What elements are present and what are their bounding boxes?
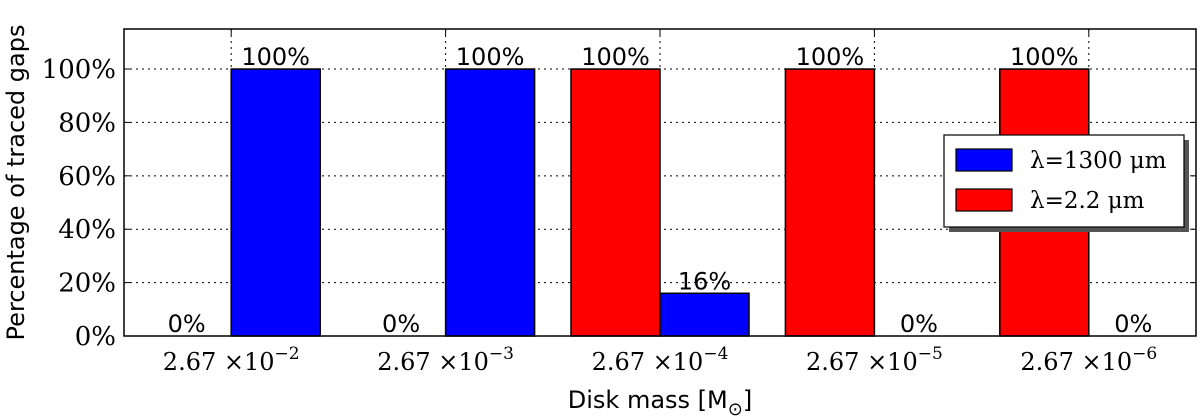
legend-label: λ=1300 μm <box>1030 148 1167 174</box>
x-tick-label: 2.67 ×10−2 <box>163 344 300 376</box>
legend: λ=1300 μm λ=2.2 μm <box>943 134 1189 232</box>
y-tick-label: 60% <box>58 162 116 192</box>
bar-value-label: 100% <box>796 43 865 71</box>
y-tick-label: 20% <box>58 269 116 299</box>
bar-value-label: 0% <box>382 310 420 338</box>
legend-label: λ=2.2 μm <box>1030 188 1145 214</box>
bar-value-label: 100% <box>456 43 525 71</box>
x-tick-label: 2.67 ×10−5 <box>806 344 943 376</box>
bar-value-label: 16% <box>678 267 731 295</box>
y-tick-label: 100% <box>42 55 116 85</box>
bar <box>570 68 661 337</box>
y-tick-label: 40% <box>58 215 116 245</box>
bar <box>444 68 536 337</box>
y-tick-label: 0% <box>75 322 116 352</box>
x-tick-label: 2.67 ×10−4 <box>592 344 729 376</box>
bar <box>659 292 750 337</box>
x-tick-label: 2.67 ×10−3 <box>377 344 514 376</box>
bar-value-label: 0% <box>900 310 938 338</box>
legend-swatch <box>955 188 1013 212</box>
bar-value-label: 100% <box>1010 43 1079 71</box>
y-tick-label: 80% <box>58 108 116 138</box>
bar-value-label: 0% <box>168 310 206 338</box>
bar-value-label: 100% <box>581 43 650 71</box>
bar <box>230 68 321 337</box>
bar-value-labels: 100% 100% 16% 0% 0% 0% 0% 100% 100% 100% <box>168 43 1153 338</box>
bar <box>784 68 876 337</box>
bar-value-label: 0% <box>1114 310 1152 338</box>
axis-ticks: 0% 20% 40% 60% 80% 100% 2.67 ×10−2 2.67 ×10−3 2.… <box>42 29 1196 376</box>
x-tick-label: 2.67 ×10−6 <box>1020 344 1157 376</box>
x-axis-label: Disk mass [M⊙] <box>568 386 752 418</box>
y-axis-label: Percentage of traced gaps <box>2 25 30 341</box>
bar-value-label: 100% <box>241 43 310 71</box>
legend-swatch <box>955 148 1013 172</box>
